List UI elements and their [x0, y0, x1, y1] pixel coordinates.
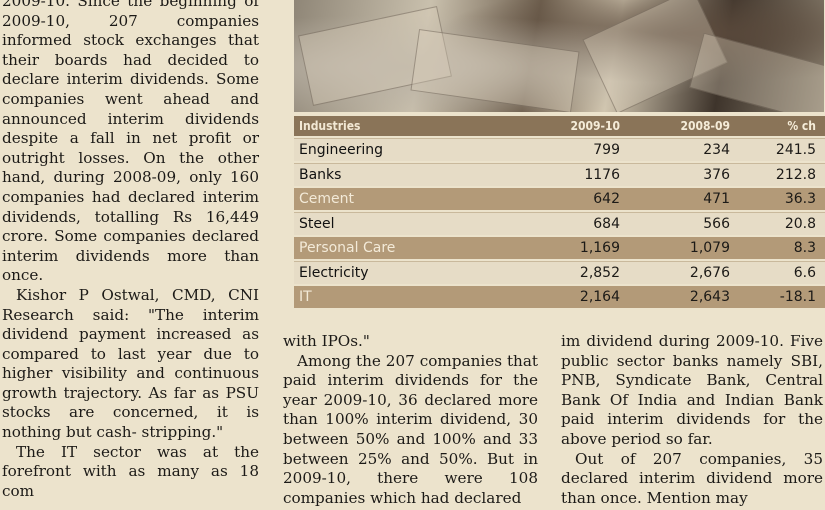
table-header: Industries 2009-10 2008-09 % ch	[294, 116, 825, 136]
table-row: Electricity 2,852 2,676 6.6	[294, 261, 825, 284]
currency-photo	[294, 0, 824, 112]
paragraph: Out of 207 companies, 35 declared interi…	[561, 449, 823, 507]
change-cell: 212.8	[775, 167, 816, 183]
industry-cell: Cement	[299, 191, 355, 207]
table-row: Steel 684 566 20.8	[294, 212, 825, 235]
table-row: Personal Care 1,169 1,079 8.3	[294, 237, 825, 259]
article-column-right: im dividend during 2009-10. Five public …	[561, 332, 823, 508]
change-cell: 20.8	[784, 216, 816, 232]
value-cell: 2,164	[579, 289, 620, 305]
value-cell: 234	[703, 142, 730, 158]
table-row: Engineering 799 234 241.5	[294, 138, 825, 161]
value-cell: 642	[593, 191, 620, 207]
article-column-middle: with IPOs." Among the 207 companies that…	[283, 332, 538, 508]
industry-cell: Engineering	[299, 142, 383, 158]
header-pct-change: % ch	[787, 119, 816, 133]
table-row: Banks 1176 376 212.8	[294, 163, 825, 186]
value-cell: 566	[703, 216, 730, 232]
paragraph: The IT sector was at the forefront with …	[2, 442, 259, 500]
value-cell: 1,079	[689, 240, 730, 256]
value-cell: 2,676	[689, 265, 730, 281]
paragraph: with IPOs."	[283, 332, 370, 350]
value-cell: 471	[703, 191, 730, 207]
change-cell: 241.5	[775, 142, 816, 158]
header-2009-10: 2009-10	[570, 119, 620, 133]
dividend-table: Industries 2009-10 2008-09 % ch Engineer…	[294, 116, 825, 308]
value-cell: 684	[593, 216, 620, 232]
industry-cell: IT	[299, 289, 312, 305]
value-cell: 799	[593, 142, 620, 158]
article-column-left: 2009-10. Since the beginning of 2009-10,…	[2, 0, 259, 501]
value-cell: 1176	[584, 167, 620, 183]
industry-cell: Banks	[299, 167, 342, 183]
industry-cell: Electricity	[299, 265, 369, 281]
value-cell: 2,852	[579, 265, 620, 281]
value-cell: 1,169	[579, 240, 620, 256]
change-cell: -18.1	[779, 289, 816, 305]
header-2008-09: 2008-09	[680, 119, 730, 133]
paragraph: Kishor P Ostwal, CMD, CNI Research said:…	[2, 285, 259, 442]
change-cell: 8.3	[793, 240, 816, 256]
value-cell: 376	[703, 167, 730, 183]
paragraph: im dividend during 2009-10. Five public …	[561, 332, 823, 448]
paragraph: 2009-10. Since the beginning of 2009-10,…	[2, 0, 259, 285]
header-industries: Industries	[299, 119, 361, 133]
change-cell: 6.6	[793, 265, 816, 281]
paragraph: Among the 207 companies that paid interi…	[283, 351, 538, 507]
table-row: Cement 642 471 36.3	[294, 188, 825, 210]
industry-cell: Steel	[299, 216, 335, 232]
value-cell: 2,643	[689, 289, 730, 305]
industry-cell: Personal Care	[299, 240, 396, 256]
table-row: IT 2,164 2,643 -18.1	[294, 286, 825, 308]
change-cell: 36.3	[784, 191, 816, 207]
